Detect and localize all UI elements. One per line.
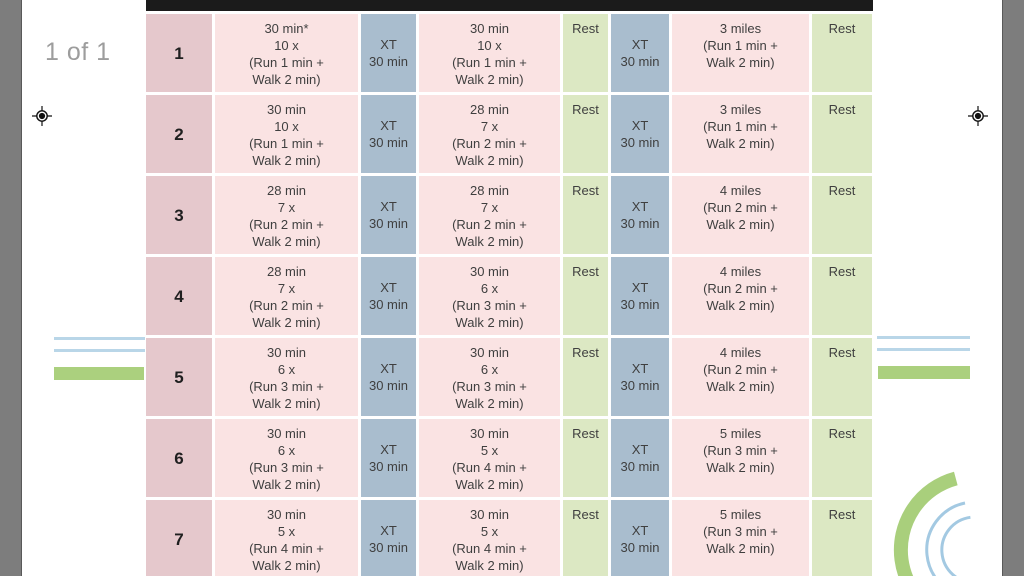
run-workout-cell-1: 28 min 7 x (Run 2 min + Walk 2 min) — [215, 257, 358, 335]
run-workout-cell-1: 30 min 6 x (Run 3 min + Walk 2 min) — [215, 419, 358, 497]
plan-table-body: 1 30 min* 10 x (Run 1 min + Walk 2 min) … — [146, 14, 873, 576]
table-row: 4 28 min 7 x (Run 2 min + Walk 2 min) XT… — [146, 257, 873, 335]
viewer-background-left — [0, 0, 22, 576]
run-workout-cell-2: 30 min 6 x (Run 3 min + Walk 2 min) — [419, 338, 560, 416]
run-workout-cell-1: 30 min 10 x (Run 1 min + Walk 2 min) — [215, 95, 358, 173]
crosstrain-cell-2: XT 30 min — [611, 500, 669, 576]
rest-cell-2: Rest — [812, 500, 872, 576]
rest-cell-2: Rest — [812, 419, 872, 497]
decorative-line — [877, 348, 970, 351]
registration-mark-icon — [32, 106, 52, 126]
decorative-line — [877, 336, 970, 339]
crosstrain-cell-1: XT 30 min — [361, 14, 416, 92]
long-run-cell: 3 miles (Run 1 min + Walk 2 min) — [672, 14, 809, 92]
table-row: 1 30 min* 10 x (Run 1 min + Walk 2 min) … — [146, 14, 873, 92]
crosstrain-cell-2: XT 30 min — [611, 419, 669, 497]
decorative-arcs — [893, 471, 971, 576]
week-number-cell: 3 — [146, 176, 212, 254]
week-number-cell: 6 — [146, 419, 212, 497]
decorative-line — [54, 349, 145, 352]
crosstrain-cell-2: XT 30 min — [611, 95, 669, 173]
rest-cell-2: Rest — [812, 14, 872, 92]
run-workout-cell-2: 30 min 10 x (Run 1 min + Walk 2 min) — [419, 14, 560, 92]
decorative-green-bar — [54, 367, 144, 380]
rest-cell-2: Rest — [812, 95, 872, 173]
crosstrain-cell-1: XT 30 min — [361, 257, 416, 335]
crosstrain-cell-1: XT 30 min — [361, 176, 416, 254]
rest-cell-1: Rest — [563, 419, 608, 497]
table-row: 7 30 min 5 x (Run 4 min + Walk 2 min) XT… — [146, 500, 873, 576]
table-row: 3 28 min 7 x (Run 2 min + Walk 2 min) XT… — [146, 176, 873, 254]
page-indicator: 1 of 1 — [45, 38, 111, 66]
long-run-cell: 4 miles (Run 2 min + Walk 2 min) — [672, 338, 809, 416]
crosstrain-cell-2: XT 30 min — [611, 338, 669, 416]
rest-cell-2: Rest — [812, 176, 872, 254]
run-workout-cell-1: 28 min 7 x (Run 2 min + Walk 2 min) — [215, 176, 358, 254]
run-workout-cell-2: 30 min 6 x (Run 3 min + Walk 2 min) — [419, 257, 560, 335]
week-number-cell: 7 — [146, 500, 212, 576]
rest-cell-1: Rest — [563, 14, 608, 92]
crosstrain-cell-2: XT 30 min — [611, 176, 669, 254]
run-workout-cell-1: 30 min 6 x (Run 3 min + Walk 2 min) — [215, 338, 358, 416]
week-number-cell: 2 — [146, 95, 212, 173]
long-run-cell: 4 miles (Run 2 min + Walk 2 min) — [672, 176, 809, 254]
rest-cell-2: Rest — [812, 257, 872, 335]
rest-cell-1: Rest — [563, 500, 608, 576]
rest-cell-1: Rest — [563, 176, 608, 254]
week-number-cell: 5 — [146, 338, 212, 416]
long-run-cell: 5 miles (Run 3 min + Walk 2 min) — [672, 419, 809, 497]
run-workout-cell-2: 30 min 5 x (Run 4 min + Walk 2 min) — [419, 500, 560, 576]
registration-mark-icon — [968, 106, 988, 126]
run-workout-cell-2: 30 min 5 x (Run 4 min + Walk 2 min) — [419, 419, 560, 497]
crosstrain-cell-1: XT 30 min — [361, 419, 416, 497]
table-row: 6 30 min 6 x (Run 3 min + Walk 2 min) XT… — [146, 419, 873, 497]
crosstrain-cell-1: XT 30 min — [361, 338, 416, 416]
decorative-green-bar — [878, 366, 970, 379]
table-header-bar — [146, 0, 873, 11]
week-number-cell: 1 — [146, 14, 212, 92]
crosstrain-cell-2: XT 30 min — [611, 14, 669, 92]
rest-cell-1: Rest — [563, 95, 608, 173]
long-run-cell: 4 miles (Run 2 min + Walk 2 min) — [672, 257, 809, 335]
rest-cell-1: Rest — [563, 338, 608, 416]
table-row: 2 30 min 10 x (Run 1 min + Walk 2 min) X… — [146, 95, 873, 173]
run-workout-cell-2: 28 min 7 x (Run 2 min + Walk 2 min) — [419, 176, 560, 254]
viewer-background-right — [1002, 0, 1024, 576]
run-workout-cell-1: 30 min* 10 x (Run 1 min + Walk 2 min) — [215, 14, 358, 92]
run-workout-cell-2: 28 min 7 x (Run 2 min + Walk 2 min) — [419, 95, 560, 173]
crosstrain-cell-1: XT 30 min — [361, 95, 416, 173]
run-workout-cell-1: 30 min 5 x (Run 4 min + Walk 2 min) — [215, 500, 358, 576]
long-run-cell: 3 miles (Run 1 min + Walk 2 min) — [672, 95, 809, 173]
rest-cell-1: Rest — [563, 257, 608, 335]
long-run-cell: 5 miles (Run 3 min + Walk 2 min) — [672, 500, 809, 576]
crosstrain-cell-1: XT 30 min — [361, 500, 416, 576]
rest-cell-2: Rest — [812, 338, 872, 416]
table-row: 5 30 min 6 x (Run 3 min + Walk 2 min) XT… — [146, 338, 873, 416]
decorative-line — [54, 337, 145, 340]
crosstrain-cell-2: XT 30 min — [611, 257, 669, 335]
week-number-cell: 4 — [146, 257, 212, 335]
